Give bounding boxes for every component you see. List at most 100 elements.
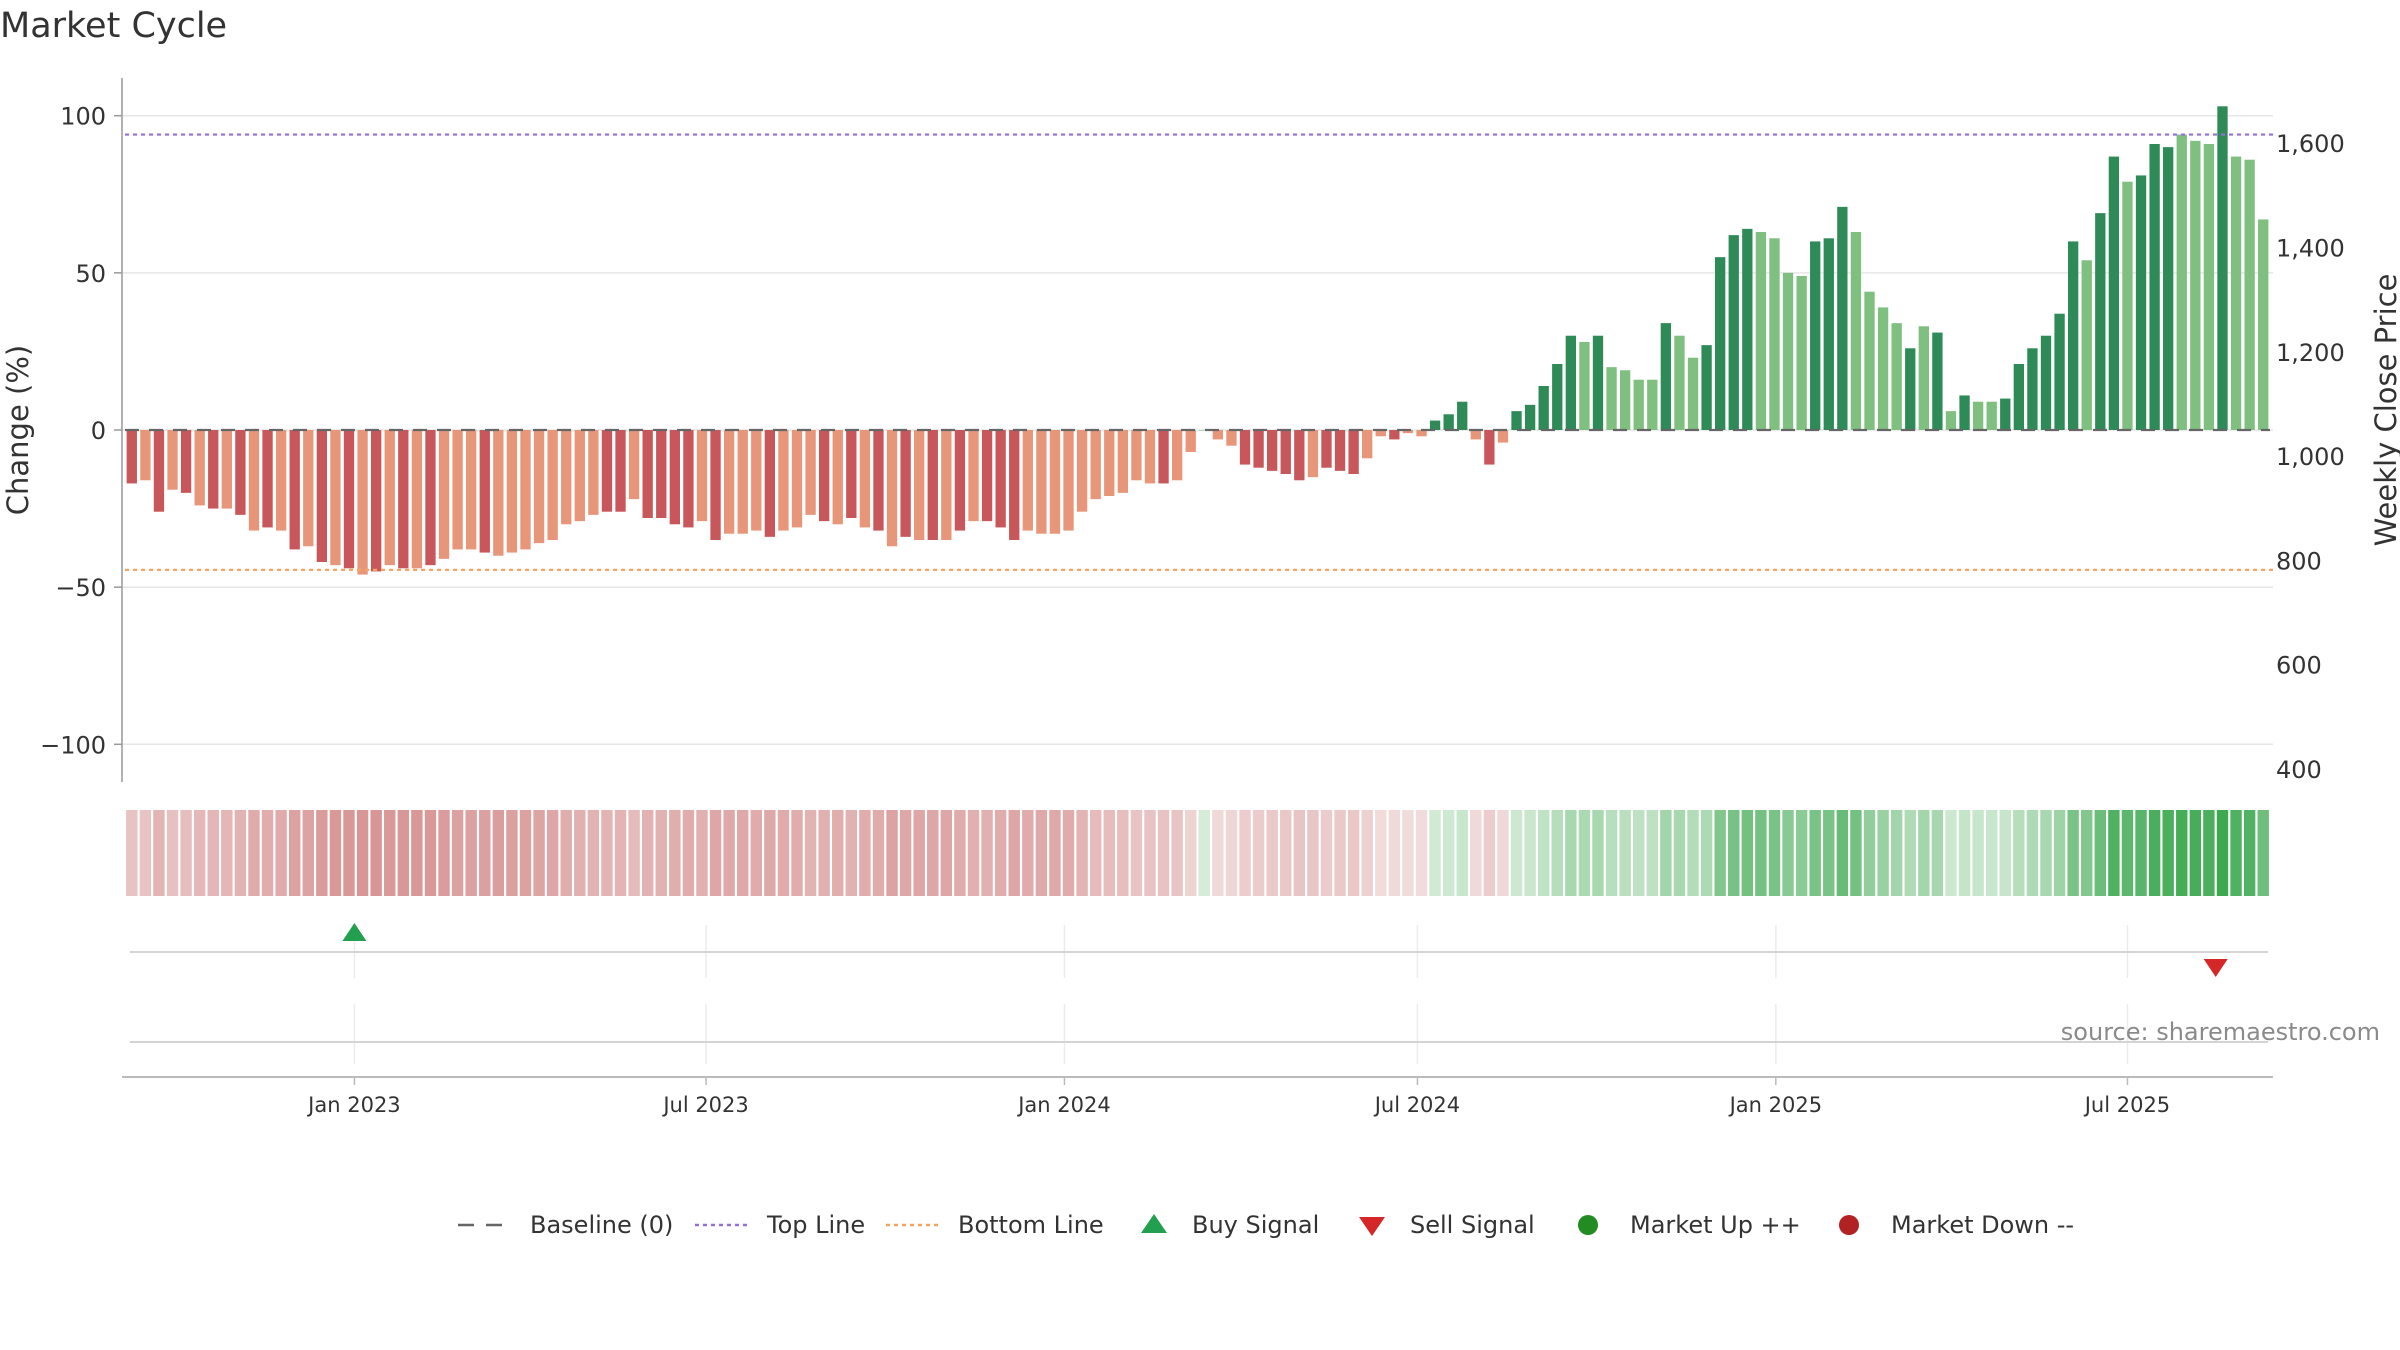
change-bar — [1823, 238, 1834, 430]
heat-cell — [1470, 810, 1482, 896]
change-bar — [1022, 430, 1033, 531]
change-bar — [954, 430, 966, 531]
change-bar — [1226, 430, 1237, 446]
heat-cell — [1347, 810, 1360, 896]
change-bar — [1375, 430, 1386, 437]
heat-cell — [845, 810, 858, 896]
change-bar — [941, 430, 952, 540]
heat-cell — [248, 810, 260, 896]
change-bar — [669, 430, 680, 525]
change-bar — [832, 430, 843, 525]
reference-lines — [125, 133, 2273, 571]
change-bar — [1742, 228, 1753, 430]
legend: Baseline (0) Top Line Bottom Line Buy Signa… — [458, 1211, 2074, 1239]
heat-cell — [1483, 810, 1496, 896]
heat-cell — [465, 810, 477, 896]
change-bar — [343, 430, 355, 569]
heat-cell — [1619, 810, 1631, 896]
heat-cell — [479, 810, 491, 896]
heat-cell — [764, 810, 776, 896]
change-bar — [1104, 430, 1115, 496]
right-tick-label: 800 — [2276, 547, 2322, 575]
axes-layer: 100 50 0 −50 −100 1,600 1,400 1,200 1,000 800 600 4… — [1, 78, 2400, 784]
heat-cell — [1212, 810, 1224, 896]
heat-cell — [1076, 810, 1088, 896]
heat-cell — [1755, 810, 1767, 896]
heat-cell — [967, 810, 980, 896]
heat-cell — [1877, 810, 1889, 896]
change-bar — [1158, 430, 1169, 484]
heat-cell — [1008, 810, 1020, 896]
change-bar — [1606, 367, 1617, 430]
legend-label: Market Up ++ — [1630, 1211, 1801, 1239]
heat-cell — [1252, 810, 1265, 896]
heat-cell — [180, 810, 192, 896]
heat-cell — [1415, 810, 1428, 896]
change-bar — [2095, 213, 2106, 430]
change-bar — [1579, 342, 1590, 430]
heat-cell — [1673, 810, 1686, 896]
heat-cell — [1388, 810, 1401, 896]
change-bar — [1239, 430, 1251, 465]
heat-cell — [1089, 810, 1102, 896]
right-tick-label: 400 — [2276, 756, 2322, 784]
heat-cell — [1592, 810, 1604, 896]
change-bar — [1267, 430, 1278, 471]
change-bar — [2027, 348, 2038, 430]
change-bar — [1728, 235, 1739, 430]
change-bar — [208, 430, 219, 509]
heat-cell — [1185, 810, 1197, 896]
legend-swatch-sell — [1359, 1217, 1385, 1236]
change-bar — [968, 430, 979, 522]
heat-cell — [641, 810, 654, 896]
heat-cell — [1809, 810, 1821, 896]
change-bar — [1972, 401, 1984, 430]
change-bar — [1619, 370, 1631, 430]
heat-cell — [723, 810, 735, 896]
heat-cell — [1402, 810, 1414, 896]
change-bar — [710, 430, 721, 540]
y-axis-label-left: Change (%) — [1, 345, 35, 515]
right-tick-label: 600 — [2276, 652, 2322, 680]
change-bar — [1402, 430, 1414, 434]
heat-cell — [2135, 810, 2147, 896]
heat-cell — [207, 810, 219, 896]
heat-cell — [899, 810, 912, 896]
change-bar — [289, 430, 300, 550]
change-bar — [2081, 260, 2092, 430]
change-bar — [1253, 430, 1264, 468]
change-bar — [1945, 411, 1957, 430]
heat-cell — [2121, 810, 2134, 896]
heat-cell — [669, 810, 681, 896]
heat-cell — [994, 810, 1007, 896]
right-tick-label: 1,600 — [2276, 130, 2345, 158]
heat-cell — [940, 810, 953, 896]
heat-cell — [954, 810, 966, 896]
heat-cell — [2040, 810, 2052, 896]
date-tick-label: Jul 2023 — [661, 1093, 748, 1117]
heat-strip — [126, 810, 2269, 896]
change-bar — [615, 430, 626, 512]
legend-item: Top Line — [695, 1211, 865, 1239]
change-bar — [235, 430, 246, 515]
change-bar — [126, 430, 137, 484]
heat-cell — [370, 810, 382, 896]
heat-cell — [560, 810, 572, 896]
y-tick-label: −100 — [40, 731, 106, 759]
heat-cell — [1144, 810, 1156, 896]
change-bar — [2149, 144, 2160, 430]
change-bar — [1932, 332, 1943, 430]
heat-cell — [302, 810, 314, 896]
heat-cell — [492, 810, 505, 896]
change-bar — [1850, 232, 1862, 430]
right-tick-label: 1,200 — [2276, 339, 2345, 367]
change-bar — [1592, 335, 1604, 430]
heat-cell — [913, 810, 925, 896]
heat-cell — [438, 810, 450, 896]
heat-cell — [1537, 810, 1550, 896]
change-bar — [330, 430, 341, 566]
heat-cell — [2081, 810, 2093, 896]
change-bar — [628, 430, 640, 500]
change-bar — [2067, 241, 2079, 430]
heat-cell — [1728, 810, 1740, 896]
